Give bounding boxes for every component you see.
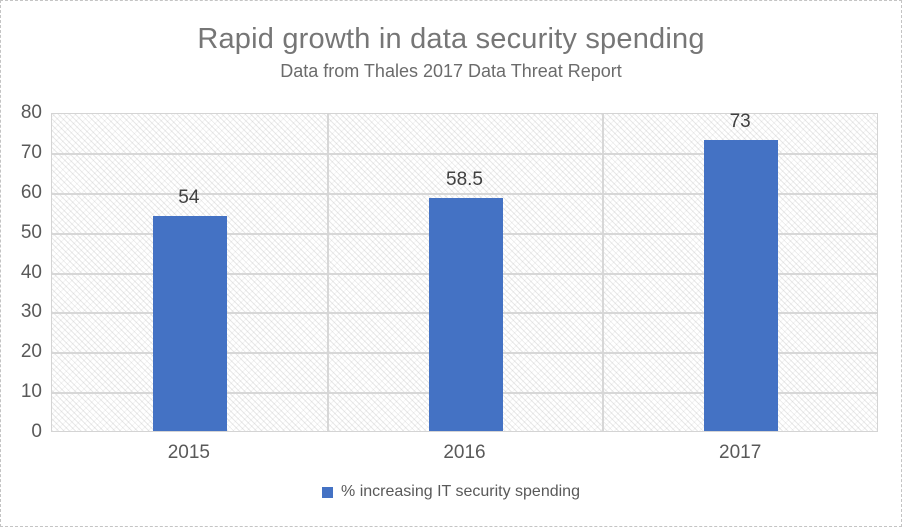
bar-value-label: 58.5	[446, 168, 483, 190]
vertical-gridline	[326, 114, 329, 431]
y-axis-tick-label: 80	[20, 102, 42, 123]
y-axis-tick-label: 40	[20, 261, 42, 283]
bar-2017	[704, 139, 779, 431]
plot-area	[51, 113, 878, 432]
y-axis-tick-label: 20	[20, 341, 42, 363]
vertical-gridline	[602, 114, 605, 431]
bar-value-label: 73	[729, 110, 751, 132]
legend-series-label: % increasing IT security spending	[341, 483, 580, 500]
y-axis-tick-label: 50	[20, 221, 42, 243]
legend: % increasing IT security spending	[1, 483, 901, 501]
x-axis-category-label: 2017	[719, 442, 762, 463]
y-axis-tick-label: 0	[31, 421, 42, 442]
chart-title: Rapid growth in data security spending	[197, 23, 705, 55]
chart-subtitle: Data from Thales 2017 Data Threat Report	[280, 61, 622, 81]
x-axis-category-label: 2016	[443, 442, 486, 463]
bar-2015	[152, 215, 227, 431]
y-axis-tick-label: 70	[20, 141, 42, 163]
horizontal-gridline	[52, 192, 877, 195]
bar-2016	[428, 197, 503, 431]
bar-value-label: 54	[178, 186, 200, 208]
x-axis-category-label: 2015	[167, 442, 210, 463]
y-axis-tick-label: 30	[20, 301, 42, 323]
horizontal-gridline	[52, 152, 877, 155]
y-axis-tick-label: 60	[20, 181, 42, 203]
y-axis-tick-label: 10	[20, 381, 42, 403]
legend-swatch-icon	[322, 486, 334, 498]
